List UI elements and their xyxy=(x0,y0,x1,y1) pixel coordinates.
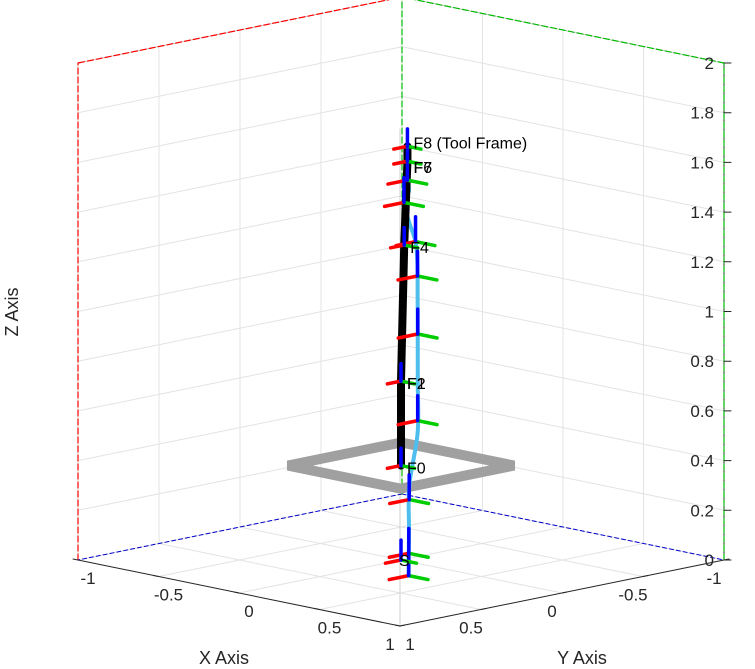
x-tick-label: -1 xyxy=(706,569,721,588)
frame-label-f7: F7 xyxy=(413,160,432,177)
y-tick-label: -0.5 xyxy=(154,586,183,605)
z-tick-label: 1.4 xyxy=(690,203,714,222)
frame-x-axis xyxy=(388,497,411,506)
x-tick-label: 0 xyxy=(547,602,556,621)
frame-x-axis xyxy=(392,144,410,151)
robot-frame-triad xyxy=(388,225,420,250)
base-plate-layer xyxy=(286,437,516,494)
z-tick-label: 1.8 xyxy=(690,104,714,123)
z-tick-label: 0.6 xyxy=(690,402,714,421)
z-tick-label: 1 xyxy=(705,303,714,322)
frame-label-f1: F1 xyxy=(407,376,426,393)
frame-y-axis xyxy=(413,239,437,248)
frame-label-f2: F2 xyxy=(407,376,426,393)
world-z-axis-dashed xyxy=(77,0,391,64)
world-y-axis-dashed xyxy=(413,0,725,64)
grid-line-y xyxy=(158,510,483,577)
z-tick-label: 1.6 xyxy=(690,153,714,172)
frame-x-axis xyxy=(396,418,420,427)
z-tick-label: 0.8 xyxy=(690,352,714,371)
frame-x-axis xyxy=(392,159,410,166)
frame-y-axis xyxy=(405,144,423,151)
robot-frame-triad xyxy=(385,446,417,471)
robot-frame-triad xyxy=(392,127,423,151)
frame-y-axis xyxy=(415,418,439,427)
frame-x-axis xyxy=(388,243,406,250)
z-tick-label: 0.2 xyxy=(690,501,714,520)
x-tick-mark xyxy=(561,591,568,594)
tick-labels-layer: 0 0.2 0.4 0.6 0.8 1 1.2 1.4 1.6 1.8 2 -1 -0.5 0 0.5 1 -1… xyxy=(72,54,732,654)
grid-line-y xyxy=(319,543,644,610)
robot-frame-triad xyxy=(385,361,417,386)
y-tick-mark xyxy=(153,575,159,577)
trajectory-frame-triad xyxy=(388,472,431,506)
y-tick-mark xyxy=(233,591,240,594)
world-x-axis-dashed xyxy=(77,493,403,561)
z-tick-label: 0.4 xyxy=(690,452,714,471)
z-tick-label: 0 xyxy=(705,551,714,570)
frame-x-axis xyxy=(383,558,403,565)
frame-y-axis xyxy=(405,159,423,166)
frame-y-axis xyxy=(407,497,431,506)
trajectory-frame-triad xyxy=(396,394,439,427)
x-tick-label: 1 xyxy=(385,635,394,654)
frame-label-f0: F0 xyxy=(407,461,426,478)
y-tick-label: 0.5 xyxy=(318,619,342,638)
frame-y-axis xyxy=(402,200,426,209)
y-tick-label: -1 xyxy=(80,569,95,588)
frame-y-axis xyxy=(399,379,417,386)
trajectory-frame-triad xyxy=(382,175,426,209)
frame-x-axis xyxy=(387,551,411,560)
x-tick-mark xyxy=(723,558,730,561)
frame-y-axis xyxy=(415,274,439,282)
z-tick-label: 1.2 xyxy=(690,253,714,272)
frame-y-axis xyxy=(399,558,419,565)
y-tick-label: 0 xyxy=(244,602,253,621)
world-x-axis-dashed xyxy=(401,493,725,561)
z-tick-label: 2 xyxy=(705,54,714,73)
y-tick-mark xyxy=(314,608,320,610)
x-axis-label: X Axis xyxy=(199,648,249,668)
x-tick-mark xyxy=(642,575,649,577)
base-plate xyxy=(286,437,516,494)
y-tick-mark xyxy=(72,558,79,561)
x-tick-label: 0.5 xyxy=(459,619,483,638)
frame-y-axis xyxy=(407,551,430,560)
frame-x-axis xyxy=(385,463,403,471)
y-tick-mark xyxy=(394,624,401,627)
frame-label-s: S xyxy=(399,553,410,570)
frame-y-axis xyxy=(406,573,430,582)
frame-y-axis xyxy=(402,243,420,250)
trajectory-frame-triad xyxy=(396,307,439,340)
station-frame-triad xyxy=(383,538,419,565)
frame-label-f6: F6 xyxy=(413,160,432,177)
z-axis-label: Z Axis xyxy=(2,287,22,336)
y-axis-label: Y Axis xyxy=(557,648,607,668)
frame-y-axis xyxy=(399,463,417,471)
frame-x-axis xyxy=(387,573,411,582)
x-tick-mark xyxy=(480,608,487,610)
x-tick-mark xyxy=(399,624,406,627)
y-tick-label: 1 xyxy=(405,635,414,654)
frame-x-axis xyxy=(382,200,406,209)
x-tick-label: -0.5 xyxy=(618,586,647,605)
frame-y-axis xyxy=(405,178,429,186)
frame-y-axis xyxy=(416,332,439,340)
frame-label-f8: F8 (Tool Frame) xyxy=(413,135,527,152)
coordinate-frames-layer xyxy=(382,127,439,582)
frame-x-axis xyxy=(396,274,420,282)
frame-x-axis xyxy=(396,332,420,340)
frame-x-axis xyxy=(385,379,403,386)
frame-label-f4: F4 xyxy=(410,240,429,257)
trajectory-frame-triad xyxy=(396,249,439,282)
robot-link-segment xyxy=(397,241,409,386)
